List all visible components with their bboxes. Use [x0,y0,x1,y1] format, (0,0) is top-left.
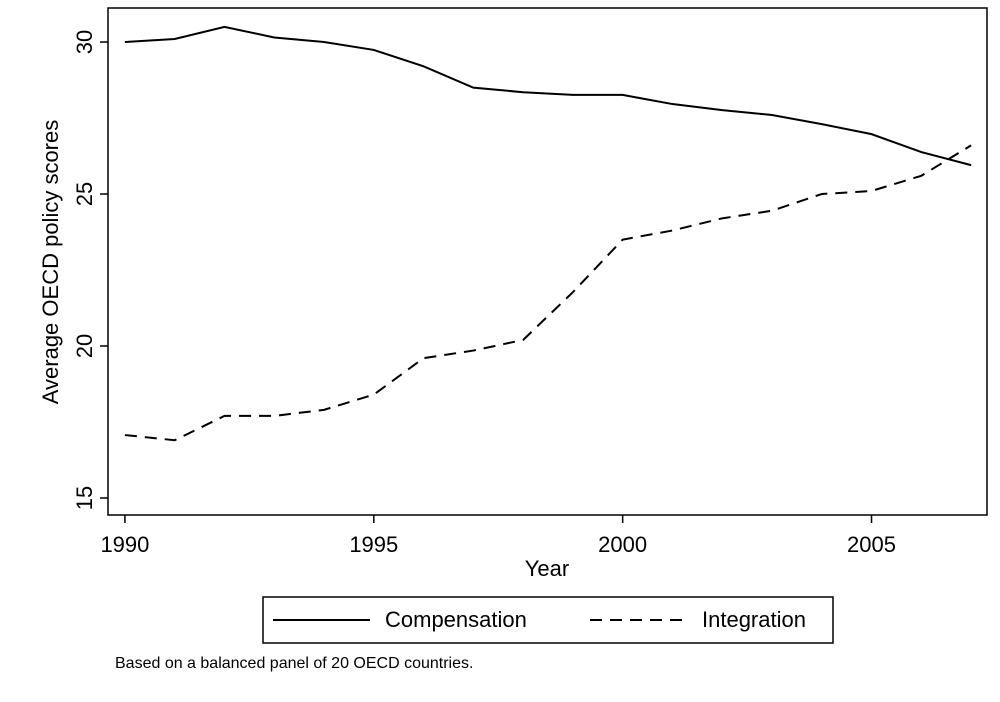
y-tick-label: 20 [72,334,97,358]
y-tick-label: 15 [72,486,97,510]
series-line [124,25,972,167]
x-axis-label: Year [525,556,569,581]
legend-label: Integration [702,607,806,632]
series-line [124,144,972,442]
x-tick-label: 1995 [349,532,398,557]
x-tick-label: 1990 [100,532,149,557]
x-tick-label: 2000 [598,532,647,557]
note: Based on a balanced panel of 20 OECD cou… [115,655,473,672]
x-tick-label: 2005 [847,532,896,557]
legend-box [262,596,834,644]
plot-frame [107,7,988,516]
legend-label: Compensation [385,607,527,632]
y-tick-label: 25 [72,182,97,206]
y-tick-label: 30 [72,30,97,54]
y-axis-label: Average OECD policy scores [38,120,63,405]
